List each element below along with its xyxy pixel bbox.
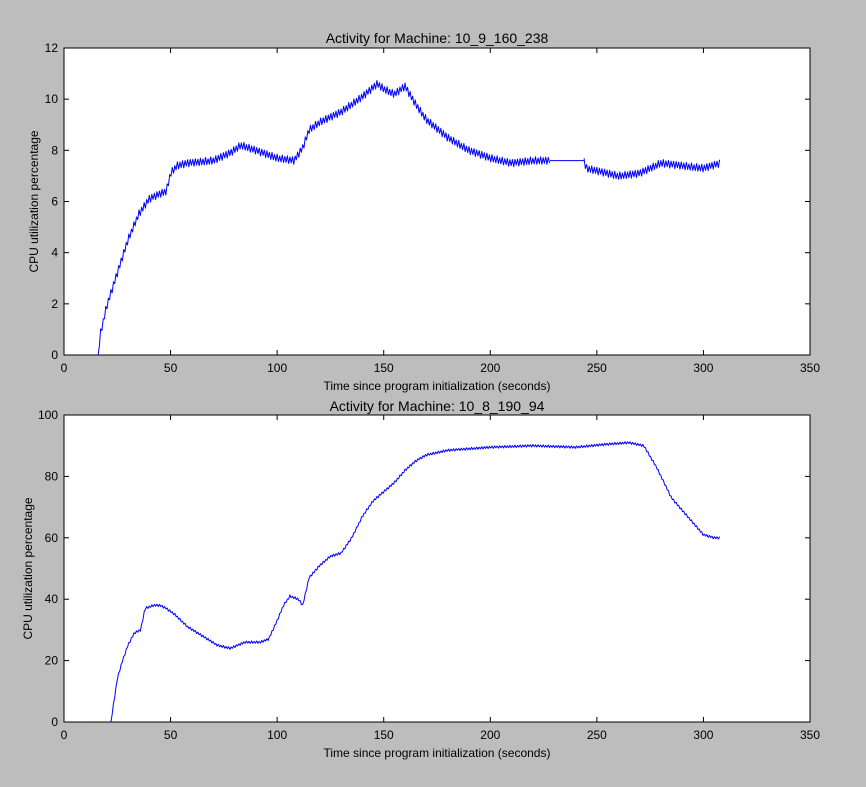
y-tick-label: 2 <box>51 297 58 311</box>
y-tick-label: 100 <box>38 408 58 422</box>
plot-area <box>63 47 811 356</box>
x-tick-label: 350 <box>800 728 820 742</box>
y-tick-label: 0 <box>51 348 58 362</box>
plot-area <box>63 414 811 723</box>
x-tick-label: 150 <box>374 728 394 742</box>
series-line-segment <box>110 441 721 723</box>
y-tick-label: 0 <box>51 715 58 729</box>
chart-bottom: 0 50 100 150 200 250 300 350 0 20 40 60 80 100 Activi… <box>21 398 820 760</box>
axis-ticks: 0 50 100 150 200 250 300 350 0 20 40 60 80 100 <box>38 408 820 742</box>
x-tick-label: 50 <box>164 728 178 742</box>
y-axis-label: CPU utilization percentage <box>21 497 35 639</box>
chart-title: Activity for Machine: 10_9_160_238 <box>326 30 549 46</box>
x-tick-label: 200 <box>480 728 500 742</box>
x-tick-label: 250 <box>587 361 607 375</box>
y-axis-label: CPU utilization percentage <box>27 130 41 272</box>
y-tick-label: 4 <box>51 246 58 260</box>
x-tick-label: 300 <box>693 728 713 742</box>
series-line-segment <box>583 158 721 180</box>
x-tick-label: 100 <box>267 728 287 742</box>
x-axis-label: Time since program initialization (secon… <box>324 746 551 760</box>
y-tick-label: 12 <box>45 41 59 55</box>
x-tick-label: 50 <box>164 361 178 375</box>
x-tick-label: 350 <box>800 361 820 375</box>
x-tick-label: 300 <box>693 361 713 375</box>
series-line-segment <box>97 80 551 356</box>
y-tick-label: 20 <box>45 654 59 668</box>
y-tick-label: 10 <box>45 92 59 106</box>
x-tick-label: 0 <box>61 728 68 742</box>
y-tick-label: 6 <box>51 195 58 209</box>
y-tick-label: 8 <box>51 143 58 157</box>
x-tick-label: 100 <box>267 361 287 375</box>
data-lines <box>97 80 721 356</box>
x-tick-label: 0 <box>61 361 68 375</box>
x-tick-label: 200 <box>480 361 500 375</box>
x-tick-label: 250 <box>587 728 607 742</box>
data-lines <box>110 441 721 723</box>
y-tick-label: 60 <box>45 531 59 545</box>
x-axis-label: Time since program initialization (secon… <box>324 379 551 393</box>
axis-ticks: 0 50 100 150 200 250 300 350 0 2 4 6 8 10 12 <box>45 41 821 375</box>
x-tick-label: 150 <box>374 361 394 375</box>
y-tick-label: 80 <box>45 469 59 483</box>
y-tick-label: 40 <box>45 592 59 606</box>
chart-top: 0 50 100 150 200 250 300 350 0 2 4 6 8 10 12 Activity … <box>27 30 820 393</box>
chart-title: Activity for Machine: 10_8_190_94 <box>330 398 545 414</box>
